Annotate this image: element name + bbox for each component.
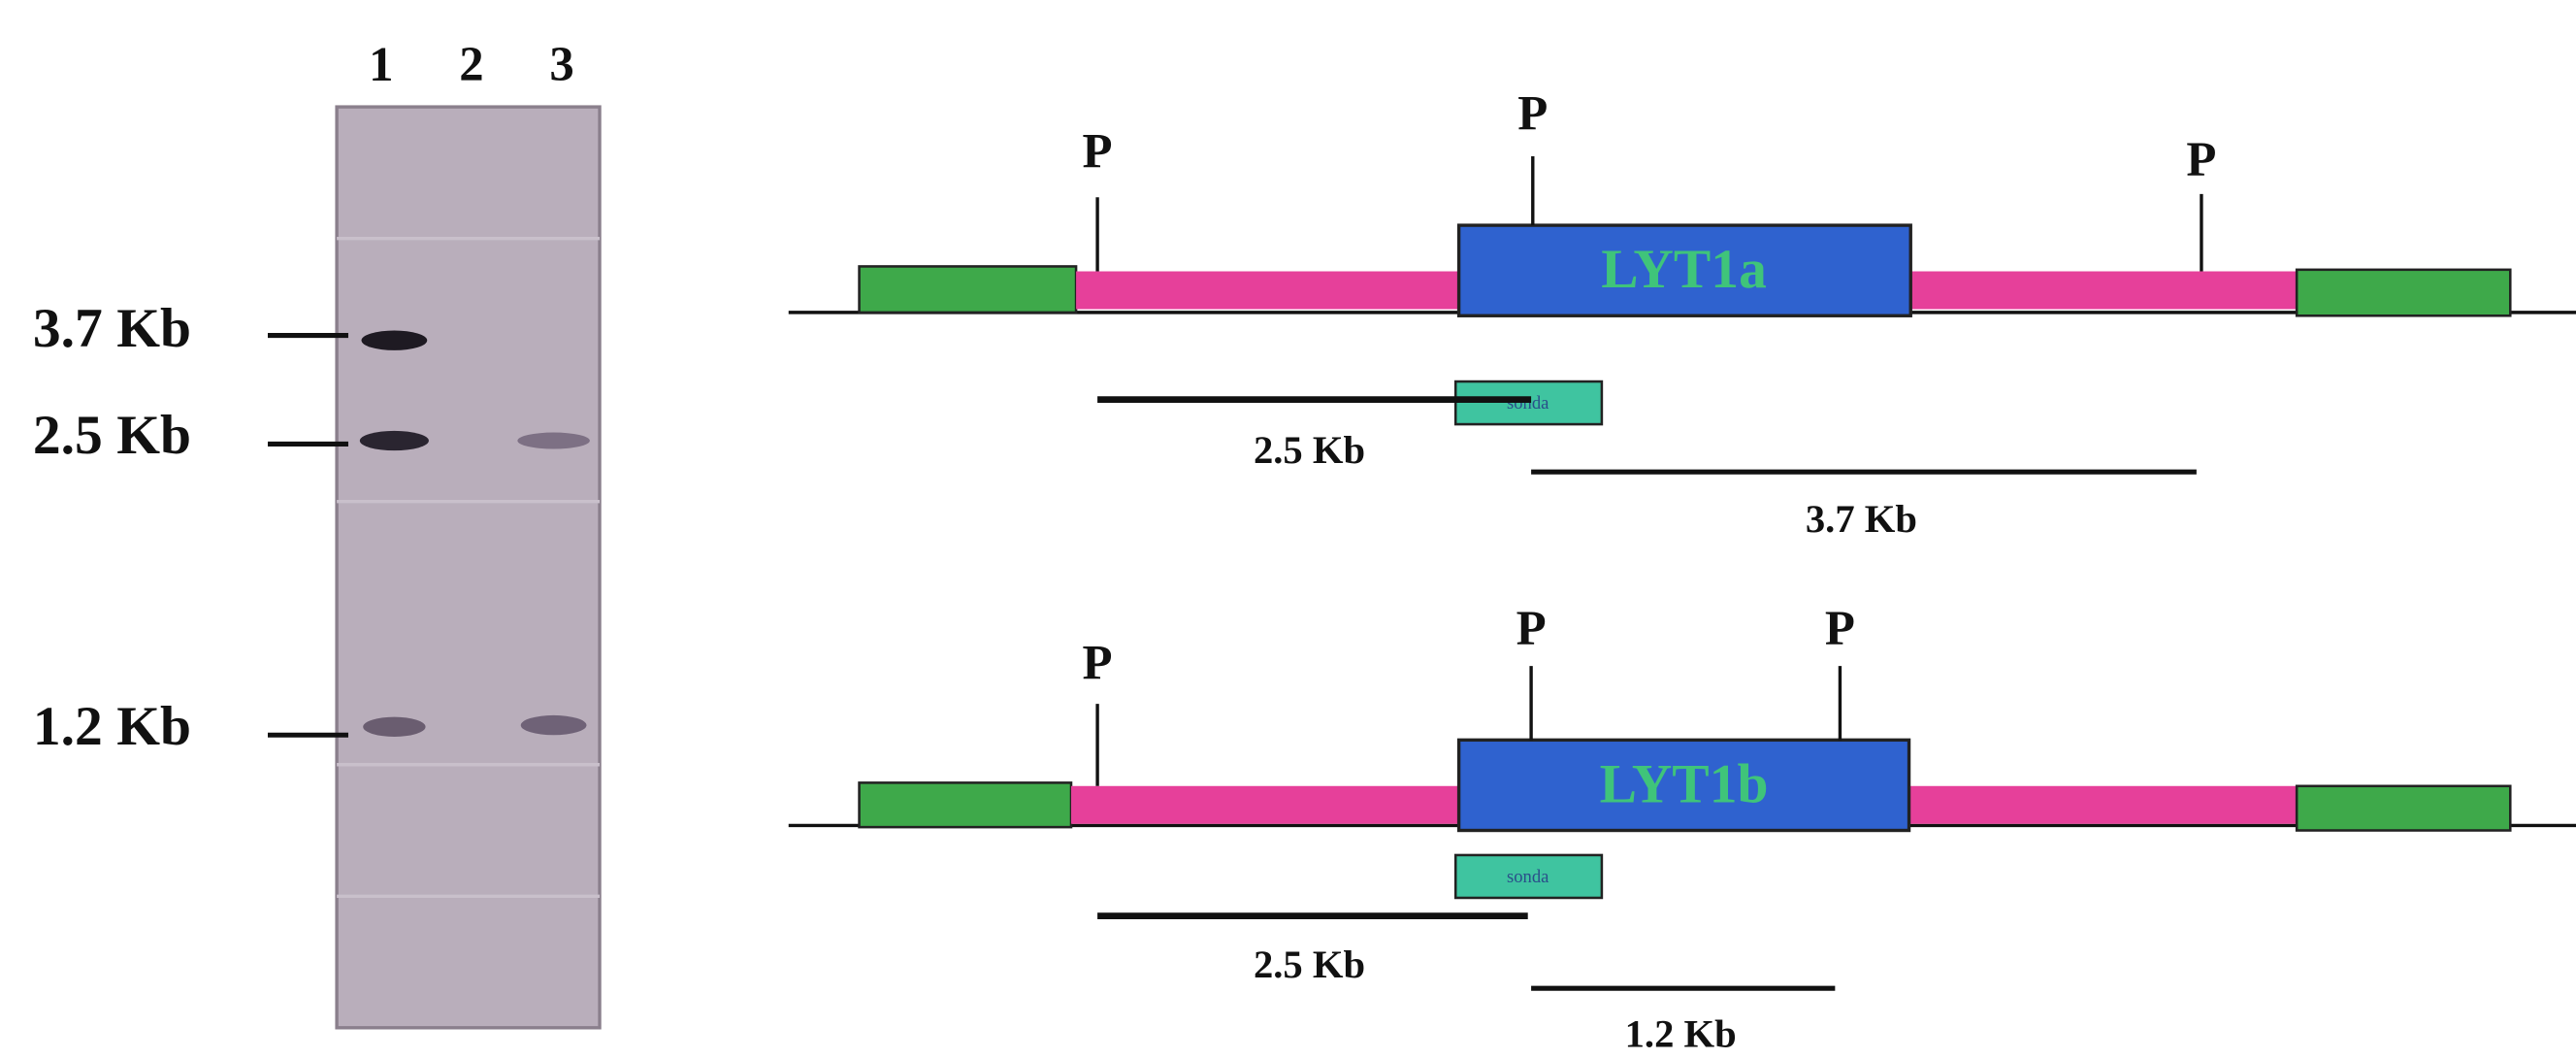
band: [362, 331, 428, 350]
gene-map: LYT1b P P P sonda 2.5 Kb 1.2 Kb: [789, 601, 2576, 1055]
size-marker: 2.5 Kb: [33, 405, 191, 466]
flank-box: [2297, 786, 2510, 831]
size-marker: 1.2 Kb: [33, 696, 191, 757]
size-marker: 3.7 Kb: [33, 298, 191, 359]
flank-box: [860, 266, 1077, 312]
intergenic-region: [1071, 786, 1459, 824]
gene-map: LYT1a P P P sonda 2.5 Kb 3.7 Kb: [789, 86, 2576, 541]
gene-label: LYT1b: [1600, 753, 1769, 814]
site-label: P: [1083, 635, 1113, 689]
band: [517, 433, 590, 449]
site-label: P: [1825, 601, 1855, 655]
site-label: P: [1083, 124, 1113, 179]
flank-box: [860, 782, 1071, 827]
fragment-label: 1.2 Kb: [1625, 1011, 1737, 1055]
figure: 1 2 3 3.7 Kb 2.5 Kb 1.2 Kb LYT1a P P P s…: [0, 0, 2576, 1059]
intergenic-region: [1909, 786, 2298, 824]
site-label: P: [1516, 601, 1547, 655]
fragment-label: 2.5 Kb: [1254, 943, 1365, 986]
lane-label: 2: [459, 37, 483, 91]
flank-box: [2297, 270, 2510, 315]
intergenic-region: [1910, 272, 2297, 310]
fragment-label: 3.7 Kb: [1806, 497, 1917, 541]
gene-label: LYT1a: [1601, 239, 1767, 300]
gel: [337, 107, 600, 1028]
gel-panel: 1 2 3 3.7 Kb 2.5 Kb 1.2 Kb: [33, 37, 600, 1028]
lane-label: 1: [369, 37, 393, 91]
site-label: P: [1517, 86, 1548, 141]
intergenic-region: [1076, 272, 1459, 310]
band: [363, 717, 425, 737]
probe-label: sonda: [1507, 393, 1549, 414]
lane-label: 3: [549, 37, 573, 91]
fragment-label: 2.5 Kb: [1254, 428, 1365, 472]
page: { "gel": { "lanes": ["1", "2", "3"], "ma…: [0, 0, 2576, 1059]
site-label: P: [2186, 132, 2216, 186]
band: [521, 715, 587, 735]
probe-label: sonda: [1507, 867, 1549, 887]
band: [360, 431, 429, 450]
